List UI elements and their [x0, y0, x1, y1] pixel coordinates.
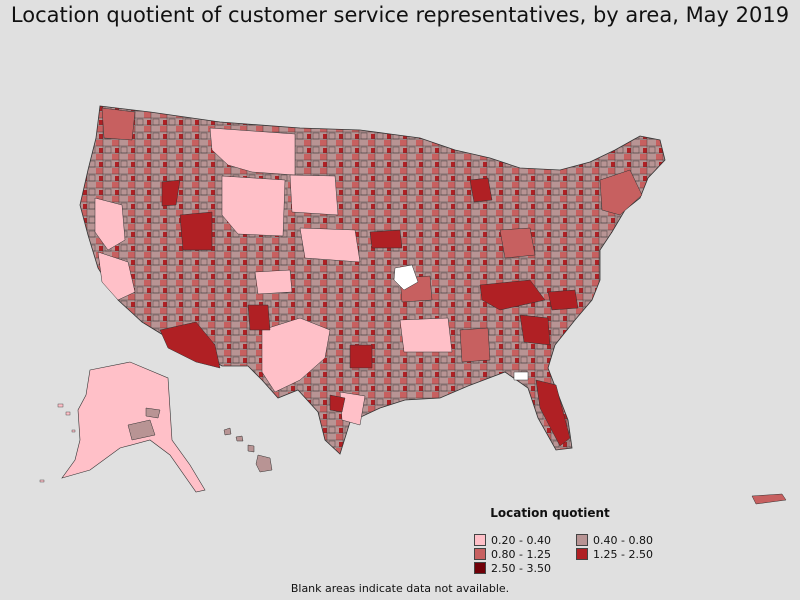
alaska-region-gray	[127, 419, 156, 441]
new-mexico-high-region	[247, 304, 271, 331]
texas-gulf-pink-region	[339, 391, 366, 426]
wyoming-region	[221, 175, 286, 237]
oklahoma-high-region	[349, 344, 373, 369]
legend-label-2: 0.80 - 1.25	[491, 547, 551, 561]
florida-high-region	[535, 379, 571, 447]
missouri-no-data-region	[393, 264, 419, 291]
low-quotient-areas	[94, 127, 453, 426]
legend-label-1: 0.40 - 0.80	[593, 533, 653, 547]
georgia-no-data-region	[513, 371, 529, 381]
legend-item-4: 2.50 - 3.50	[474, 561, 551, 575]
legend-swatch-2	[474, 548, 486, 560]
no-data-areas	[393, 264, 529, 381]
utah-high-region	[179, 211, 213, 251]
nebraska-region	[299, 227, 361, 263]
high-quotient-areas	[159, 177, 579, 447]
puerto-rico	[751, 493, 787, 505]
montana-region	[209, 127, 296, 176]
legend: Location quotient 0.20 - 0.40 0.40 - 0.8…	[470, 506, 700, 578]
north-carolina-high-region	[547, 289, 579, 311]
alaska-region-gray-2	[145, 407, 161, 419]
idaho-high-region	[161, 179, 181, 207]
map-canvas	[39, 105, 787, 505]
california-pink-region	[97, 251, 136, 301]
ohio-medium-region	[499, 227, 536, 259]
map-title: Location quotient of customer service re…	[10, 3, 790, 27]
legend-item-0: 0.20 - 0.40	[474, 533, 551, 547]
legend-label-4: 2.50 - 3.50	[491, 561, 551, 575]
west-texas-region	[261, 317, 331, 393]
medium-quotient-areas	[101, 107, 643, 363]
footnote: Blank areas indicate data not available.	[290, 582, 510, 595]
alabama-medium-region	[459, 327, 491, 363]
michigan-high-region	[469, 177, 493, 203]
legend-label-3: 1.25 - 2.50	[593, 547, 653, 561]
illinois-high-region	[369, 229, 403, 249]
mississippi-pink-region	[399, 317, 453, 353]
pacific-nw-medium-region	[101, 107, 136, 141]
colorado-pink-region	[254, 269, 293, 295]
legend-swatch-4	[474, 562, 486, 574]
hawaii	[223, 427, 273, 473]
legend-item-3: 1.25 - 2.50	[576, 547, 653, 561]
legend-swatch-1	[576, 534, 588, 546]
houston-high-region	[329, 394, 346, 413]
legend-swatch-0	[474, 534, 486, 546]
legend-label-0: 0.20 - 0.40	[491, 533, 551, 547]
nevada-pink-region	[94, 197, 126, 251]
legend-swatch-3	[576, 548, 588, 560]
aleutian-islands	[39, 403, 76, 483]
legend-title: Location quotient	[490, 506, 610, 520]
northeast-medium-region	[599, 169, 643, 216]
legend-item-2: 0.80 - 1.25	[474, 547, 551, 561]
georgia-high-region	[519, 314, 551, 346]
tennessee-high-region	[479, 279, 546, 311]
arizona-high-region	[159, 321, 221, 369]
south-dakota-region	[289, 174, 339, 216]
legend-item-1: 0.40 - 0.80	[576, 533, 653, 547]
